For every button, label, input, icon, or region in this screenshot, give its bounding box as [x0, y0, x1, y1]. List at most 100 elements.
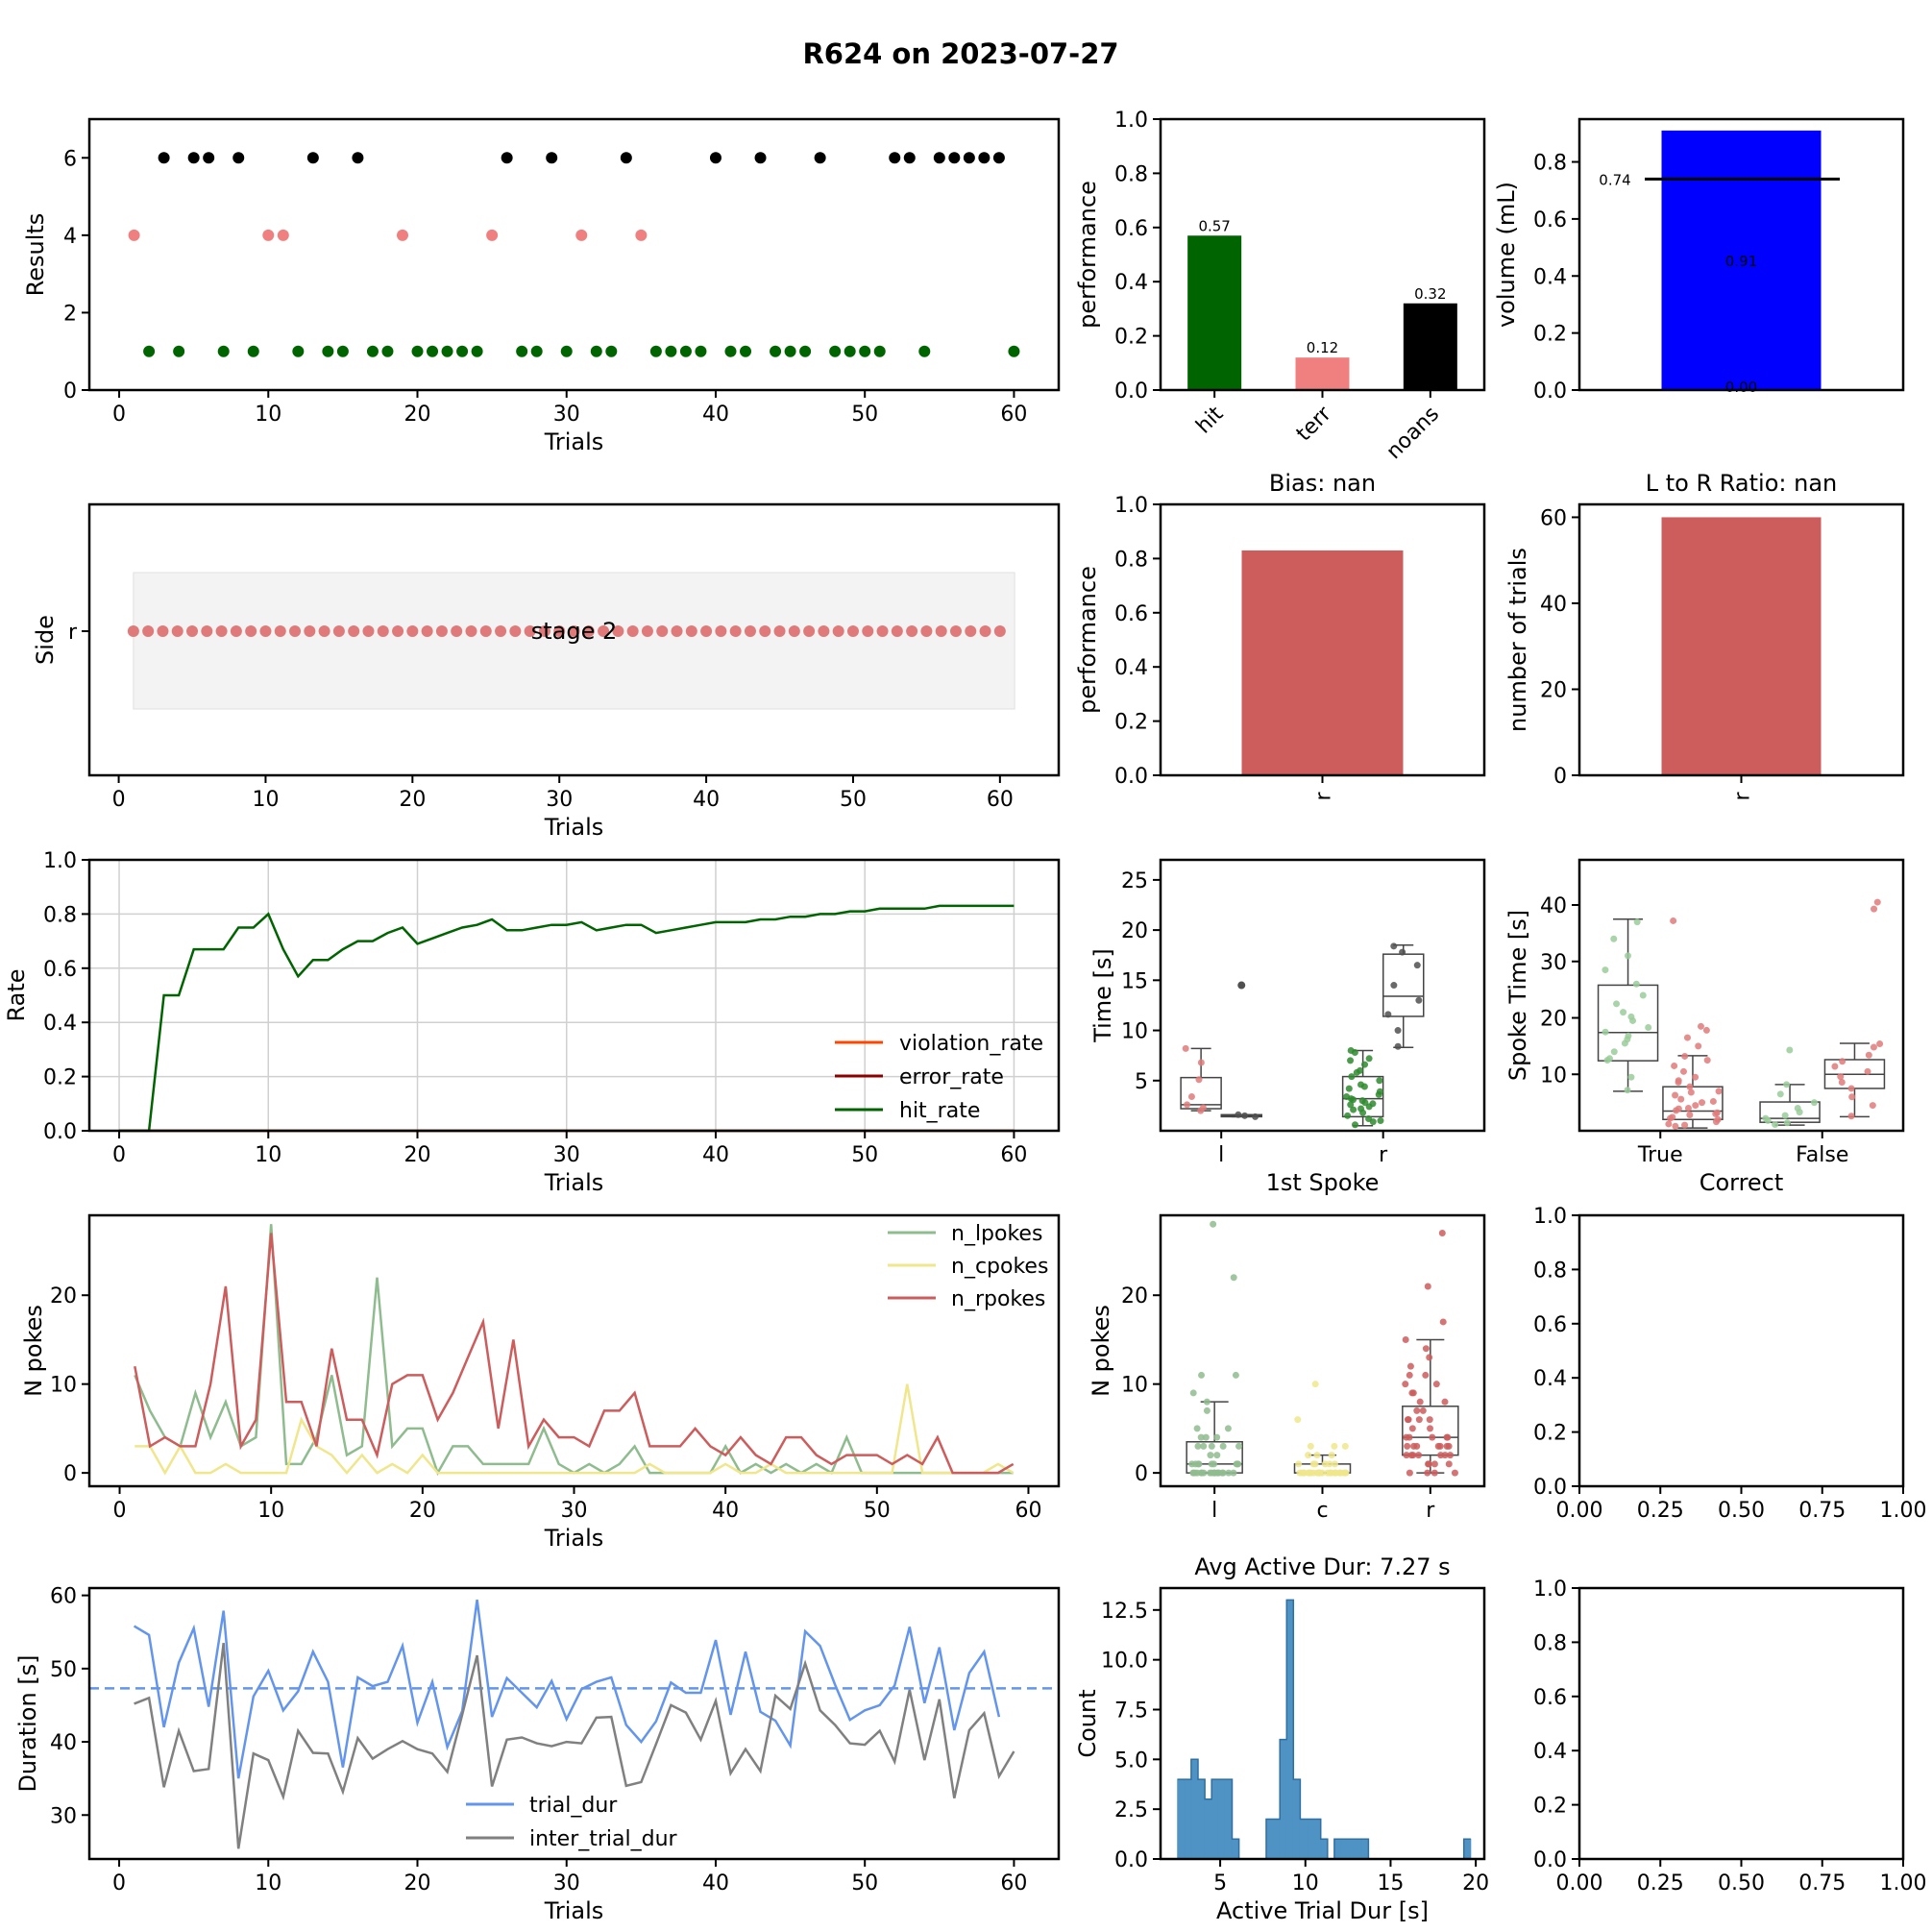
x-tick-label: 40: [693, 788, 720, 812]
side-point: [715, 625, 727, 637]
y-tick-label: 0: [63, 1462, 77, 1486]
data-point: [1406, 1371, 1413, 1379]
y-tick-label: 10: [1121, 1374, 1148, 1398]
result-point: [396, 229, 408, 241]
result-point: [754, 152, 767, 164]
data-point: [1794, 1105, 1801, 1112]
data-point: [1199, 1104, 1207, 1112]
y-tick-label: 0.4: [1533, 1740, 1567, 1764]
performance-bar: [1187, 235, 1242, 390]
data-point: [1410, 1442, 1418, 1450]
data-point: [1384, 1011, 1392, 1018]
data-point: [1213, 1469, 1221, 1477]
result-point: [635, 229, 648, 241]
active-duration-panel: 5 10 15 20 0.0 2.5 5.0 7.5 10.0 12.5 Avg Active Du…: [1074, 1553, 1489, 1924]
data-point: [1873, 898, 1881, 906]
histogram-bin: [1360, 1838, 1369, 1860]
side-point: [215, 625, 228, 637]
side-point: [392, 625, 404, 637]
data-point: [1686, 1112, 1694, 1119]
x-tick-label: 0.00: [1556, 1871, 1603, 1895]
data-point: [1445, 1460, 1453, 1468]
data-point: [1252, 1113, 1259, 1120]
data-point: [1675, 1105, 1682, 1113]
side-point: [671, 625, 683, 637]
result-point: [679, 345, 692, 357]
result-point: [292, 345, 305, 357]
y-tick-label: 0.4: [1533, 1367, 1567, 1391]
data-point: [1341, 1442, 1349, 1450]
data-point: [1624, 952, 1631, 960]
y-tick-label: 1.0: [43, 849, 77, 873]
data-point: [1429, 1433, 1436, 1441]
x-tick-label: 50: [851, 1871, 878, 1895]
bar-value-label: 0.91: [1725, 253, 1757, 270]
data-point: [1686, 1083, 1694, 1090]
side-point: [803, 625, 816, 637]
data-point: [1692, 1102, 1700, 1110]
histogram-bin: [1231, 1838, 1240, 1860]
data-point: [1666, 1114, 1674, 1122]
data-point: [1230, 1274, 1237, 1282]
data-point: [1876, 1040, 1884, 1048]
data-point: [1783, 1119, 1791, 1127]
result-point: [799, 345, 812, 357]
side-point: [965, 625, 977, 637]
data-point: [1627, 1073, 1635, 1081]
x-tick-label: False: [1796, 1143, 1848, 1167]
x-tick-label: 0: [113, 1499, 127, 1523]
figure-title: R624 on 2023-07-27: [802, 37, 1118, 70]
y-tick-label: 40: [1540, 894, 1567, 918]
data-point: [1620, 1009, 1627, 1016]
y-tick-label: 0.0: [1533, 379, 1567, 404]
y-axis-label: Count: [1074, 1689, 1101, 1757]
legend-label: n_lpokes: [951, 1222, 1042, 1246]
empty2-panel: 0.00 0.25 0.50 0.75 1.00 0.0 0.2 0.4 0.6 0.8 1.0: [1533, 1577, 1926, 1895]
data-point: [1213, 1452, 1221, 1459]
histogram-bin: [1354, 1838, 1362, 1860]
n_rpokes-line: [134, 1233, 1015, 1475]
y-tick-label: 0.8: [1114, 548, 1148, 572]
bar: [1241, 550, 1404, 775]
y-tick-label: 5.0: [1114, 1749, 1148, 1773]
histogram-bin: [1292, 1778, 1301, 1860]
data-point: [1451, 1469, 1458, 1477]
data-point: [1602, 966, 1609, 974]
y-tick-label: 15: [1121, 969, 1148, 993]
data-point: [1406, 1469, 1413, 1477]
side-point: [348, 625, 360, 637]
y-tick-label: 1.0: [1533, 1205, 1567, 1229]
data-point: [1347, 1057, 1355, 1064]
result-point: [740, 345, 752, 357]
y-tick-label: 0.2: [43, 1066, 77, 1090]
result-point: [516, 345, 528, 357]
ratio-panel: r 0 20 40 60 L to R Ratio: nan number of trial…: [1504, 470, 1905, 801]
data-point: [1195, 1076, 1203, 1084]
result-point: [903, 152, 916, 164]
data-point: [1403, 1433, 1410, 1441]
x-tick-label: 0.25: [1637, 1499, 1684, 1523]
data-point: [1424, 1283, 1431, 1290]
data-point: [1415, 996, 1423, 1004]
data-point: [1665, 1120, 1673, 1128]
data-point: [1409, 1452, 1417, 1459]
y-tick-label: 0.8: [1533, 152, 1567, 176]
y-tick-label: 0.8: [1533, 1259, 1567, 1283]
data-point: [1376, 1077, 1383, 1085]
data-point: [1193, 1425, 1201, 1432]
y-tick-label: 12.5: [1101, 1600, 1148, 1624]
data-point: [1331, 1460, 1338, 1468]
x-tick-label: 20: [1462, 1871, 1489, 1895]
y-tick-label: 5: [1135, 1070, 1148, 1094]
side-point: [479, 625, 492, 637]
histogram-bin: [1224, 1778, 1233, 1860]
axes-frame: [1159, 117, 1486, 392]
x-tick-label: 10: [252, 788, 279, 812]
x-tick-label: 20: [399, 788, 426, 812]
side-point: [377, 625, 389, 637]
x-tick-label: 30: [546, 788, 573, 812]
data-point: [1402, 1381, 1409, 1388]
y-tick-label: 0.0: [43, 1120, 77, 1144]
performance-bar: [1403, 303, 1457, 390]
y-tick-label: 0.0: [1533, 1848, 1567, 1872]
